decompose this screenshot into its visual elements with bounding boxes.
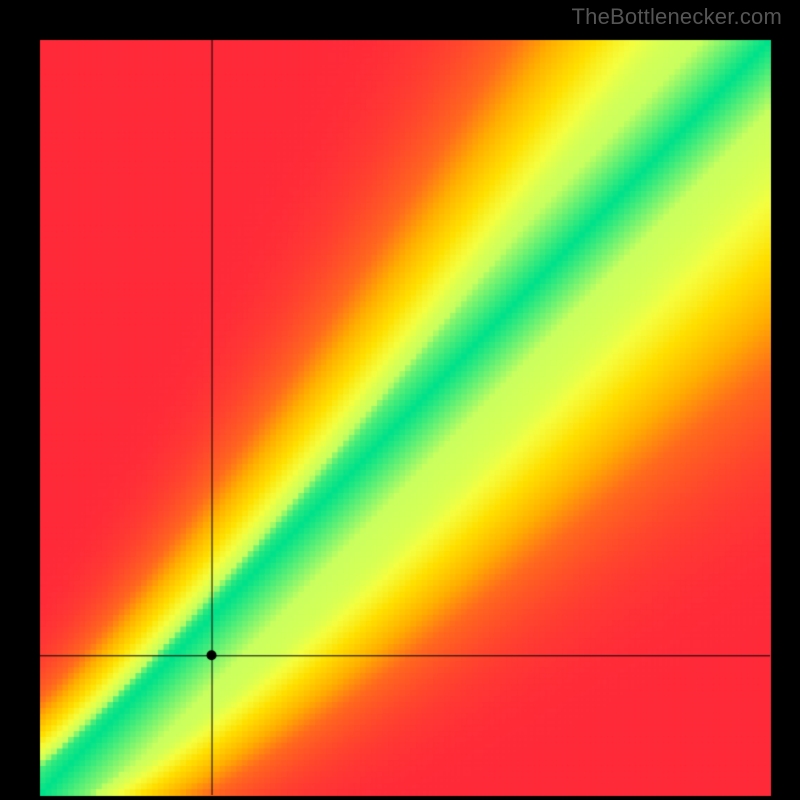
chart-stage: TheBottlenecker.com bbox=[0, 0, 800, 800]
attribution-label: TheBottlenecker.com bbox=[572, 4, 782, 30]
bottleneck-heatmap-canvas bbox=[0, 0, 800, 800]
